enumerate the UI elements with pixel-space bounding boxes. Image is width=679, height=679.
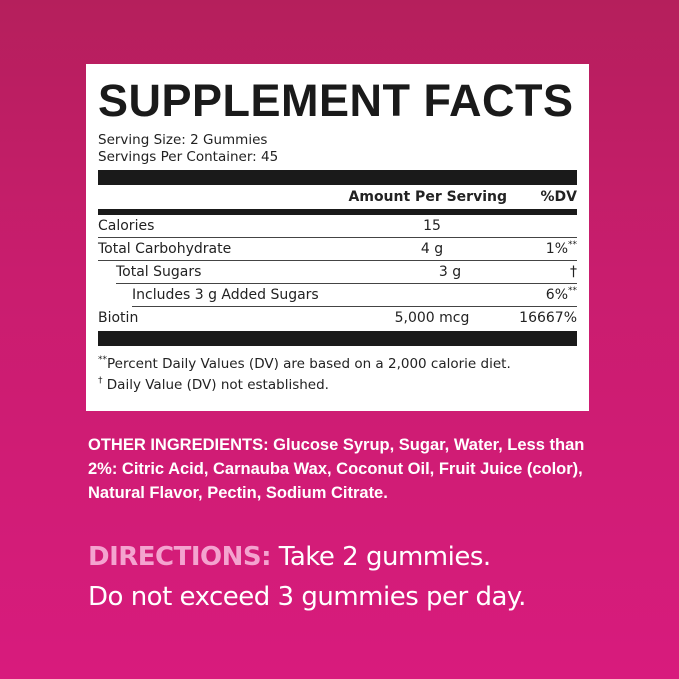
nutrient-amount: 15 xyxy=(423,218,441,234)
directions-label: DIRECTIONS: xyxy=(88,542,272,572)
header-amount: Amount Per Serving xyxy=(348,189,507,205)
table-header: Amount Per Serving %DV xyxy=(98,185,577,209)
nutrient-row: Calories 15 xyxy=(98,215,577,238)
nutrient-dv: 1%** xyxy=(545,240,577,258)
divider-thick xyxy=(98,331,577,346)
ingredients-label: OTHER INGREDIENTS: xyxy=(88,436,269,454)
nutrient-dv: 16667% xyxy=(519,310,577,326)
footnote-not-established: † Daily Value (DV) not established. xyxy=(98,376,329,394)
panel-title: SUPPLEMENT FACTS xyxy=(98,75,574,126)
serving-size: Serving Size: 2 Gummies xyxy=(98,132,268,148)
header-dv: %DV xyxy=(540,189,577,205)
other-ingredients: OTHER INGREDIENTS: Glucose Syrup, Sugar,… xyxy=(88,433,608,505)
divider-thick xyxy=(98,170,577,185)
nutrient-row: Biotin 5,000 mcg 16667% xyxy=(98,307,577,329)
nutrient-name: Total Carbohydrate xyxy=(98,241,232,257)
directions: DIRECTIONS: Take 2 gummies. Do not excee… xyxy=(88,537,648,617)
servings-per-container: Servings Per Container: 45 xyxy=(98,149,279,165)
nutrient-name: Biotin xyxy=(98,310,139,326)
nutrient-name: Includes 3 g Added Sugars xyxy=(132,287,319,303)
footnotes: **Percent Daily Values (DV) are based on… xyxy=(98,354,577,396)
directions-line2: Do not exceed 3 gummies per day. xyxy=(88,582,526,612)
nutrient-row: Total Sugars 3 g † xyxy=(116,261,577,284)
nutrient-amount: 3 g xyxy=(438,264,462,280)
directions-line1: Take 2 gummies. xyxy=(271,542,491,572)
nutrient-dv: † xyxy=(570,264,577,280)
nutrient-amount: 4 g xyxy=(420,241,444,257)
nutrient-name: Total Sugars xyxy=(116,264,202,280)
footnote-dv: **Percent Daily Values (DV) are based on… xyxy=(98,355,511,373)
ingredients-text: Glucose Syrup, Sugar, Water, Less than 2… xyxy=(88,436,585,502)
nutrient-dv: 6%** xyxy=(545,286,577,304)
divider-medium xyxy=(98,209,577,215)
nutrient-row: Total Carbohydrate 4 g 1%** xyxy=(98,238,577,261)
nutrient-name: Calories xyxy=(98,218,155,234)
nutrient-amount: 5,000 mcg xyxy=(394,310,470,326)
supplement-facts-panel: SUPPLEMENT FACTS Serving Size: 2 Gummies… xyxy=(86,64,589,411)
nutrient-row: Includes 3 g Added Sugars 6%** xyxy=(132,284,577,307)
